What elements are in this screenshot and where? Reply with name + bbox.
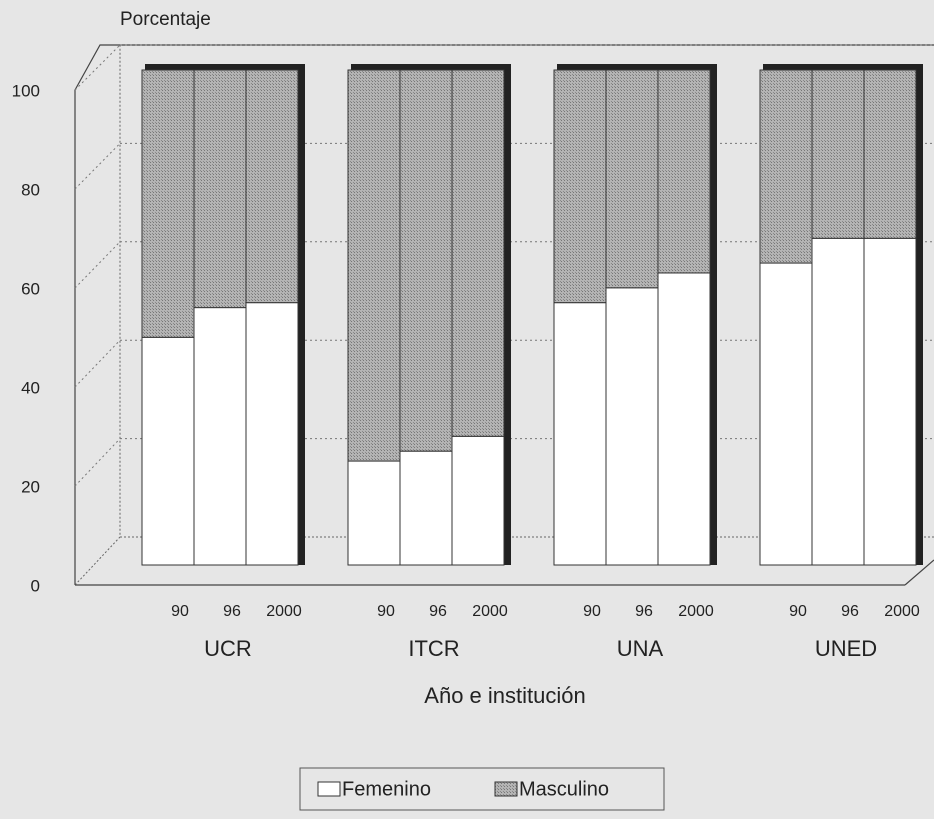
y-tick-label: 20 [21,477,40,496]
x-axis-label: Año e institución [424,683,585,708]
bar-segment [347,69,401,462]
legend-box [299,767,665,811]
grid-line-side [74,44,121,91]
x-tick-label: 2000 [266,603,302,620]
grid-line-side [74,438,121,487]
x-tick-label: 96 [429,603,447,620]
legend-label: Femenino [342,778,431,800]
bar-segment [141,69,195,338]
bar-segment [193,69,247,309]
grid-line-side [74,339,121,388]
x-tick-label: 2000 [472,603,508,620]
legend-swatch [494,781,518,797]
bar-segment [451,69,505,437]
bar-segment [811,69,865,239]
x-tick-label: 96 [841,603,859,620]
bar-segment [759,262,813,566]
bar-segment [553,69,607,304]
bar-segment [811,237,865,566]
bar-segment [245,302,299,566]
x-tick-label: 96 [635,603,653,620]
bar-segment [657,69,711,274]
bar-segment [141,336,195,566]
group-label: ITCR [408,636,459,661]
bar-segment [399,69,453,452]
group-label: UCR [204,636,252,661]
y-tick-label: 80 [21,180,40,199]
y-axis-label: Porcentaje [120,9,211,30]
x-tick-label: 90 [583,603,601,620]
x-tick-label: 2000 [884,603,920,620]
x-tick-label: 90 [171,603,189,620]
bar-segment [605,287,659,566]
y-tick-label: 100 [12,81,40,100]
bar-segment [399,450,453,566]
floor-right [904,559,934,586]
x-tick-label: 96 [223,603,241,620]
y-tick-label: 60 [21,279,40,298]
group-label: UNA [617,636,664,661]
grid-line-side [74,143,121,190]
group-label: UNED [815,636,877,661]
x-tick-label: 90 [377,603,395,620]
legend-label: Masculino [519,778,609,800]
bar-segment [863,237,917,566]
bar-segment [553,302,607,566]
bar-segment [245,69,299,304]
frame-inner [74,45,121,586]
grid-line-side [74,241,121,289]
y-tick-label: 0 [31,576,40,595]
x-tick-label: 2000 [678,603,714,620]
bar-segment [605,69,659,289]
bar-segment [193,307,247,566]
bar-segment [863,69,917,239]
bar-segment [451,435,505,566]
bar-segment [657,272,711,566]
y-tick-label: 40 [21,378,40,397]
x-tick-label: 90 [789,603,807,620]
bar-segment [347,460,401,566]
bar-segment [759,69,813,264]
legend-swatch [317,781,341,797]
